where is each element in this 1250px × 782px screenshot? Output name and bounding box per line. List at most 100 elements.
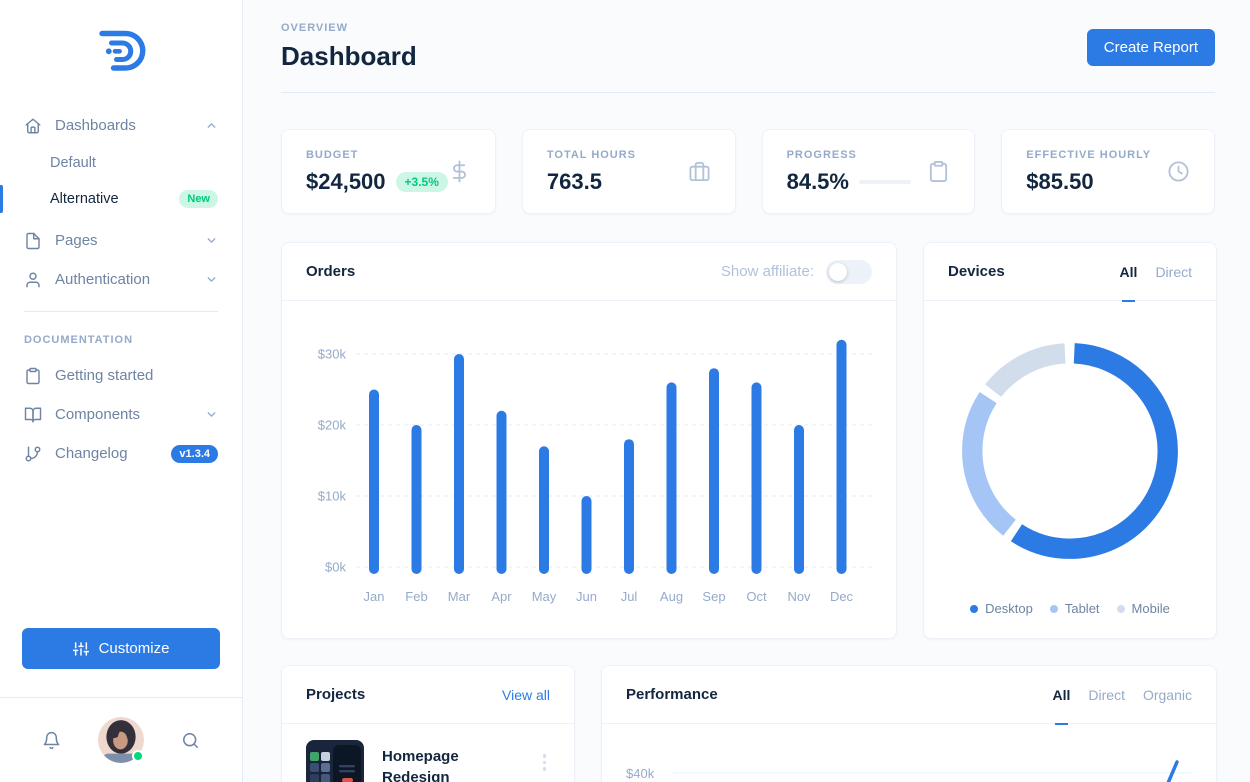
legend-dot [1049,604,1058,613]
svg-text:Mar: Mar [448,589,471,604]
tab-all[interactable]: All [1120,243,1137,302]
user-icon [24,271,42,289]
svg-text:Apr: Apr [491,589,512,604]
bottom-row: Projects View all [281,665,1217,782]
clock-icon [1167,160,1190,183]
tab-organic[interactable]: Organic [1142,686,1192,703]
chevron-down-icon [205,273,218,286]
svg-text:Jul: Jul [621,589,638,604]
sidebar-item-default[interactable]: Default [50,145,218,181]
tab-all[interactable]: All [1053,666,1070,725]
kebab-menu-icon[interactable] [539,740,551,782]
charts-row: Orders Show affiliate: $0k $10k $20k $30k Ja… [281,242,1217,639]
briefcase-icon [688,160,711,183]
sidebar-item-getting-started[interactable]: Getting started [24,356,218,395]
legend-item-mobile[interactable]: Mobile [1116,601,1170,616]
stat-value: $24,500 [306,168,386,194]
create-report-button[interactable]: Create Report [1086,28,1215,66]
stat-label: BUDGET [306,148,359,161]
devices-card-title: Devices [948,263,1005,280]
stat-value: $85.50 [1026,168,1094,194]
dollar-icon [448,160,471,183]
customize-button-label: Customize [98,640,170,657]
trend-badge: +3.5% [395,171,448,192]
performance-line-chart: $40k [626,760,1192,782]
svg-text:Jun: Jun [576,589,597,604]
devices-tabs: All Direct [1120,243,1192,302]
stats-row: BUDGET $24,500 +3.5% TOTAL HOURS 763.5 [281,129,1215,214]
tab-direct[interactable]: Direct [1088,686,1125,703]
page-header: OVERVIEW Dashboard Create Report [281,0,1215,93]
performance-card-title: Performance [626,686,718,703]
svg-text:May: May [532,589,557,604]
show-affiliate-label: Show affiliate: [720,263,814,280]
svg-text:Dec: Dec [830,589,854,604]
effective-hourly-stat-card: EFFECTIVE HOURLY $85.50 [1001,129,1215,214]
legend-item-tablet[interactable]: Tablet [1049,601,1100,616]
projects-card: Projects View all [281,665,575,782]
devices-legend: Desktop Tablet Mobile [924,601,1216,638]
orders-card: Orders Show affiliate: $0k $10k $20k $30k Ja… [281,242,897,639]
project-list-item[interactable]: Homepage Redesign [282,724,574,782]
sidebar-item-authentication[interactable]: Authentication [24,260,218,299]
customize-button[interactable]: Customize [22,628,220,669]
chevron-up-icon [205,119,218,132]
sidebar-item-dashboards[interactable]: Dashboards [24,106,218,145]
sidebar-item-label: Getting started [55,367,154,384]
projects-card-title: Projects [306,686,366,703]
total-hours-stat-card: TOTAL HOURS 763.5 [521,129,736,214]
bell-icon[interactable] [42,731,61,750]
sidebar: Dashboards Default Alternative New Pages [0,0,243,782]
svg-text:Aug: Aug [660,589,683,604]
sidebar-item-label: Default [50,155,96,171]
sidebar-item-pages[interactable]: Pages [24,221,218,260]
page-pretitle: OVERVIEW [281,22,349,34]
search-icon[interactable] [181,731,200,750]
sidebar-item-changelog[interactable]: Changelog v1.3.4 [24,434,218,473]
legend-label: Desktop [985,601,1033,616]
legend-item-desktop[interactable]: Desktop [970,601,1033,616]
sidebar-item-label: Dashboards [55,117,136,134]
chevron-down-icon [205,408,218,421]
app-logo[interactable] [0,26,242,76]
sidebar-item-label: Authentication [55,271,151,288]
orders-chart-area: $0k $10k $20k $30k Jan Feb Mar Apr May Jun Jul Aug S… [282,301,896,638]
dashboards-submenu: Default Alternative New [0,145,218,221]
sidebar-docs-nav: Getting started Components Changelog v1.… [0,356,242,473]
sidebar-nav: Dashboards Default Alternative New Pages [0,106,242,299]
show-affiliate-toggle[interactable] [826,259,872,284]
orders-card-title: Orders [306,263,356,280]
sidebar-footer [0,697,242,782]
stat-label: PROGRESS [786,148,857,161]
chevron-down-icon [205,234,218,247]
git-branch-icon [24,445,42,463]
file-icon [24,232,42,250]
stat-label: EFFECTIVE HOURLY [1026,148,1152,161]
sidebar-item-components[interactable]: Components [24,395,218,434]
sidebar-divider [24,311,218,312]
sidebar-item-label: Pages [55,232,98,249]
view-all-link[interactable]: View all [502,686,550,703]
svg-text:Sep: Sep [702,589,725,604]
legend-dot [970,604,979,613]
project-thumbnail [306,740,364,782]
budget-stat-card: BUDGET $24,500 +3.5% [281,129,496,214]
tab-direct[interactable]: Direct [1155,263,1192,280]
project-title: Homepage Redesign [382,748,459,782]
legend-dot [1116,604,1125,613]
book-open-icon [24,406,42,424]
devices-card: Devices All Direct Desktop Tablet Mobile [923,242,1217,639]
project-thumbnail-image [306,740,364,782]
devices-donut-chart [962,343,1178,559]
clipboard-icon [927,160,950,183]
stat-value: 84.5% [786,168,849,194]
page-title: Dashboard [281,41,417,71]
devices-chart-area [924,301,1216,601]
sidebar-item-alternative[interactable]: Alternative New [0,181,218,217]
svg-text:$30k: $30k [318,347,347,362]
progress-bar [858,179,912,184]
svg-text:Nov: Nov [787,589,811,604]
sidebar-item-label: Alternative [50,191,119,207]
version-badge: v1.3.4 [171,444,218,463]
avatar[interactable] [98,717,144,763]
